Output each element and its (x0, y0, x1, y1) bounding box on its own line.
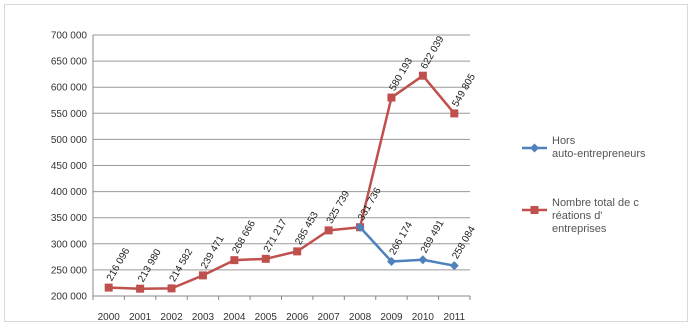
x-tick-label: 2008 (349, 312, 372, 323)
y-tick-label: 350 000 (51, 213, 88, 224)
legend-label: Hors auto-entrepreneurs (552, 135, 646, 160)
x-tick-label: 2011 (444, 312, 466, 323)
y-tick-label: 300 000 (51, 239, 88, 250)
y-tick-label: 550 000 (51, 109, 88, 120)
y-tick-label: 600 000 (51, 83, 88, 94)
y-tick-label: 500 000 (51, 135, 88, 146)
y-tick-label: 700 000 (51, 31, 88, 42)
x-tick-label: 2003 (192, 312, 215, 323)
x-tick-label: 2000 (98, 312, 121, 323)
chart-frame (4, 4, 688, 322)
y-tick-label: 450 000 (51, 161, 88, 172)
legend-label: Nombre total de c réations d' entreprises (552, 197, 639, 235)
x-tick-label: 2002 (160, 312, 183, 323)
data-label: 549 805 (450, 72, 478, 109)
x-tick-label: 2010 (412, 312, 435, 323)
legend-item-1: Nombre total de c réations d' entreprises (522, 197, 639, 235)
data-label: 325 739 (325, 189, 353, 226)
data-point (261, 254, 270, 263)
y-tick-label: 400 000 (51, 187, 88, 198)
x-tick-label: 2006 (286, 312, 309, 323)
x-tick-label: 2004 (223, 312, 246, 323)
data-point (418, 255, 428, 265)
data-point (324, 226, 333, 235)
data-label: 216 096 (105, 246, 133, 283)
data-label: 268 666 (230, 218, 258, 255)
data-point (355, 222, 365, 232)
data-point (387, 93, 396, 102)
data-label: 285 453 (293, 210, 321, 247)
data-label: 266 174 (388, 220, 416, 257)
data-point (167, 284, 176, 293)
data-point (198, 271, 207, 280)
data-label: 258 084 (450, 224, 478, 261)
series-line-0 (359, 226, 455, 267)
data-point (104, 283, 113, 292)
x-tick-label: 2005 (255, 312, 278, 323)
y-tick-label: 650 000 (51, 57, 88, 68)
data-label: 269 491 (419, 218, 447, 255)
data-point (450, 109, 459, 118)
legend-item-0: Hors auto-entrepreneurs (522, 135, 646, 160)
legend-marker (530, 206, 539, 214)
y-tick-label: 200 000 (51, 292, 88, 303)
x-tick-label: 2009 (380, 312, 403, 323)
data-point (136, 284, 145, 293)
y-tick-label: 250 000 (51, 265, 88, 276)
data-point (449, 261, 459, 271)
series-line-1 (108, 74, 456, 290)
x-tick-label: 2001 (129, 312, 152, 323)
data-label: 622 039 (419, 34, 447, 71)
data-point (386, 256, 396, 266)
data-label: 271 217 (262, 217, 290, 254)
data-label: 214 582 (168, 247, 196, 284)
data-point (293, 247, 302, 256)
data-label: 213 980 (136, 247, 164, 284)
legend-marker (530, 143, 539, 153)
data-point (418, 71, 427, 80)
data-point (230, 256, 239, 265)
x-tick-label: 2007 (318, 312, 341, 323)
